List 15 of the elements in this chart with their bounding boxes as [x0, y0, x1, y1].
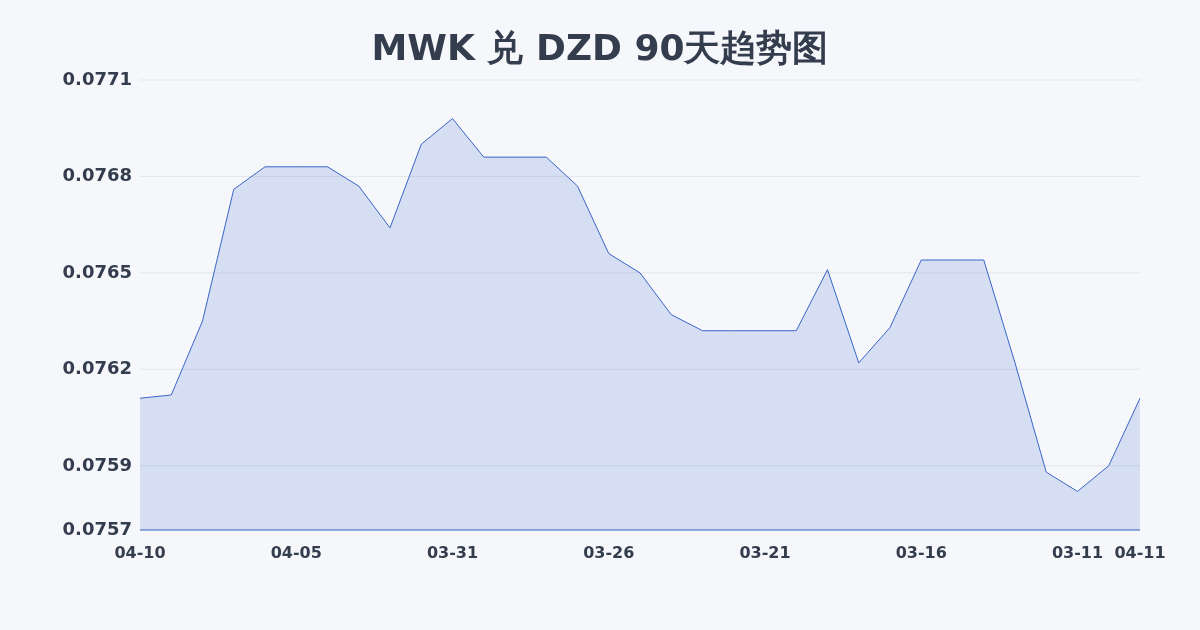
y-tick-label: 0.0765 [62, 260, 132, 282]
y-tick-label: 0.0768 [62, 164, 132, 186]
x-tick-label: 04-10 [114, 543, 166, 562]
y-tick-label: 0.0762 [62, 357, 132, 379]
x-tick-label: 03-21 [739, 543, 791, 562]
x-tick-label: 04-11 [1114, 543, 1166, 562]
x-tick-label: 03-26 [583, 543, 635, 562]
chart-title: MWK 兑 DZD 90天趋势图 [371, 27, 829, 68]
x-tick-label: 04-05 [270, 543, 322, 562]
x-tick-label: 03-16 [895, 543, 947, 562]
x-tick-label: 03-31 [426, 543, 479, 562]
y-tick-label: 0.0759 [62, 453, 132, 475]
y-tick-label: 0.0771 [62, 68, 132, 89]
y-tick-label: 0.0757 [62, 518, 132, 539]
x-tick-label: 03-11 [1051, 543, 1104, 562]
